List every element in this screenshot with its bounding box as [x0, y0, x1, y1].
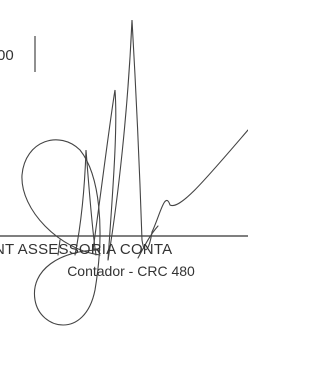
- signature-drawing: [0, 0, 248, 383]
- code-text: 00: [0, 47, 14, 64]
- page: {"header": {"code": "00"}, "signature": …: [0, 0, 248, 383]
- signer-role: Contador - CRC 480: [0, 263, 262, 279]
- company-name: NT ASSESSORIA CONTA: [0, 241, 172, 258]
- signature-scribble: [22, 20, 248, 325]
